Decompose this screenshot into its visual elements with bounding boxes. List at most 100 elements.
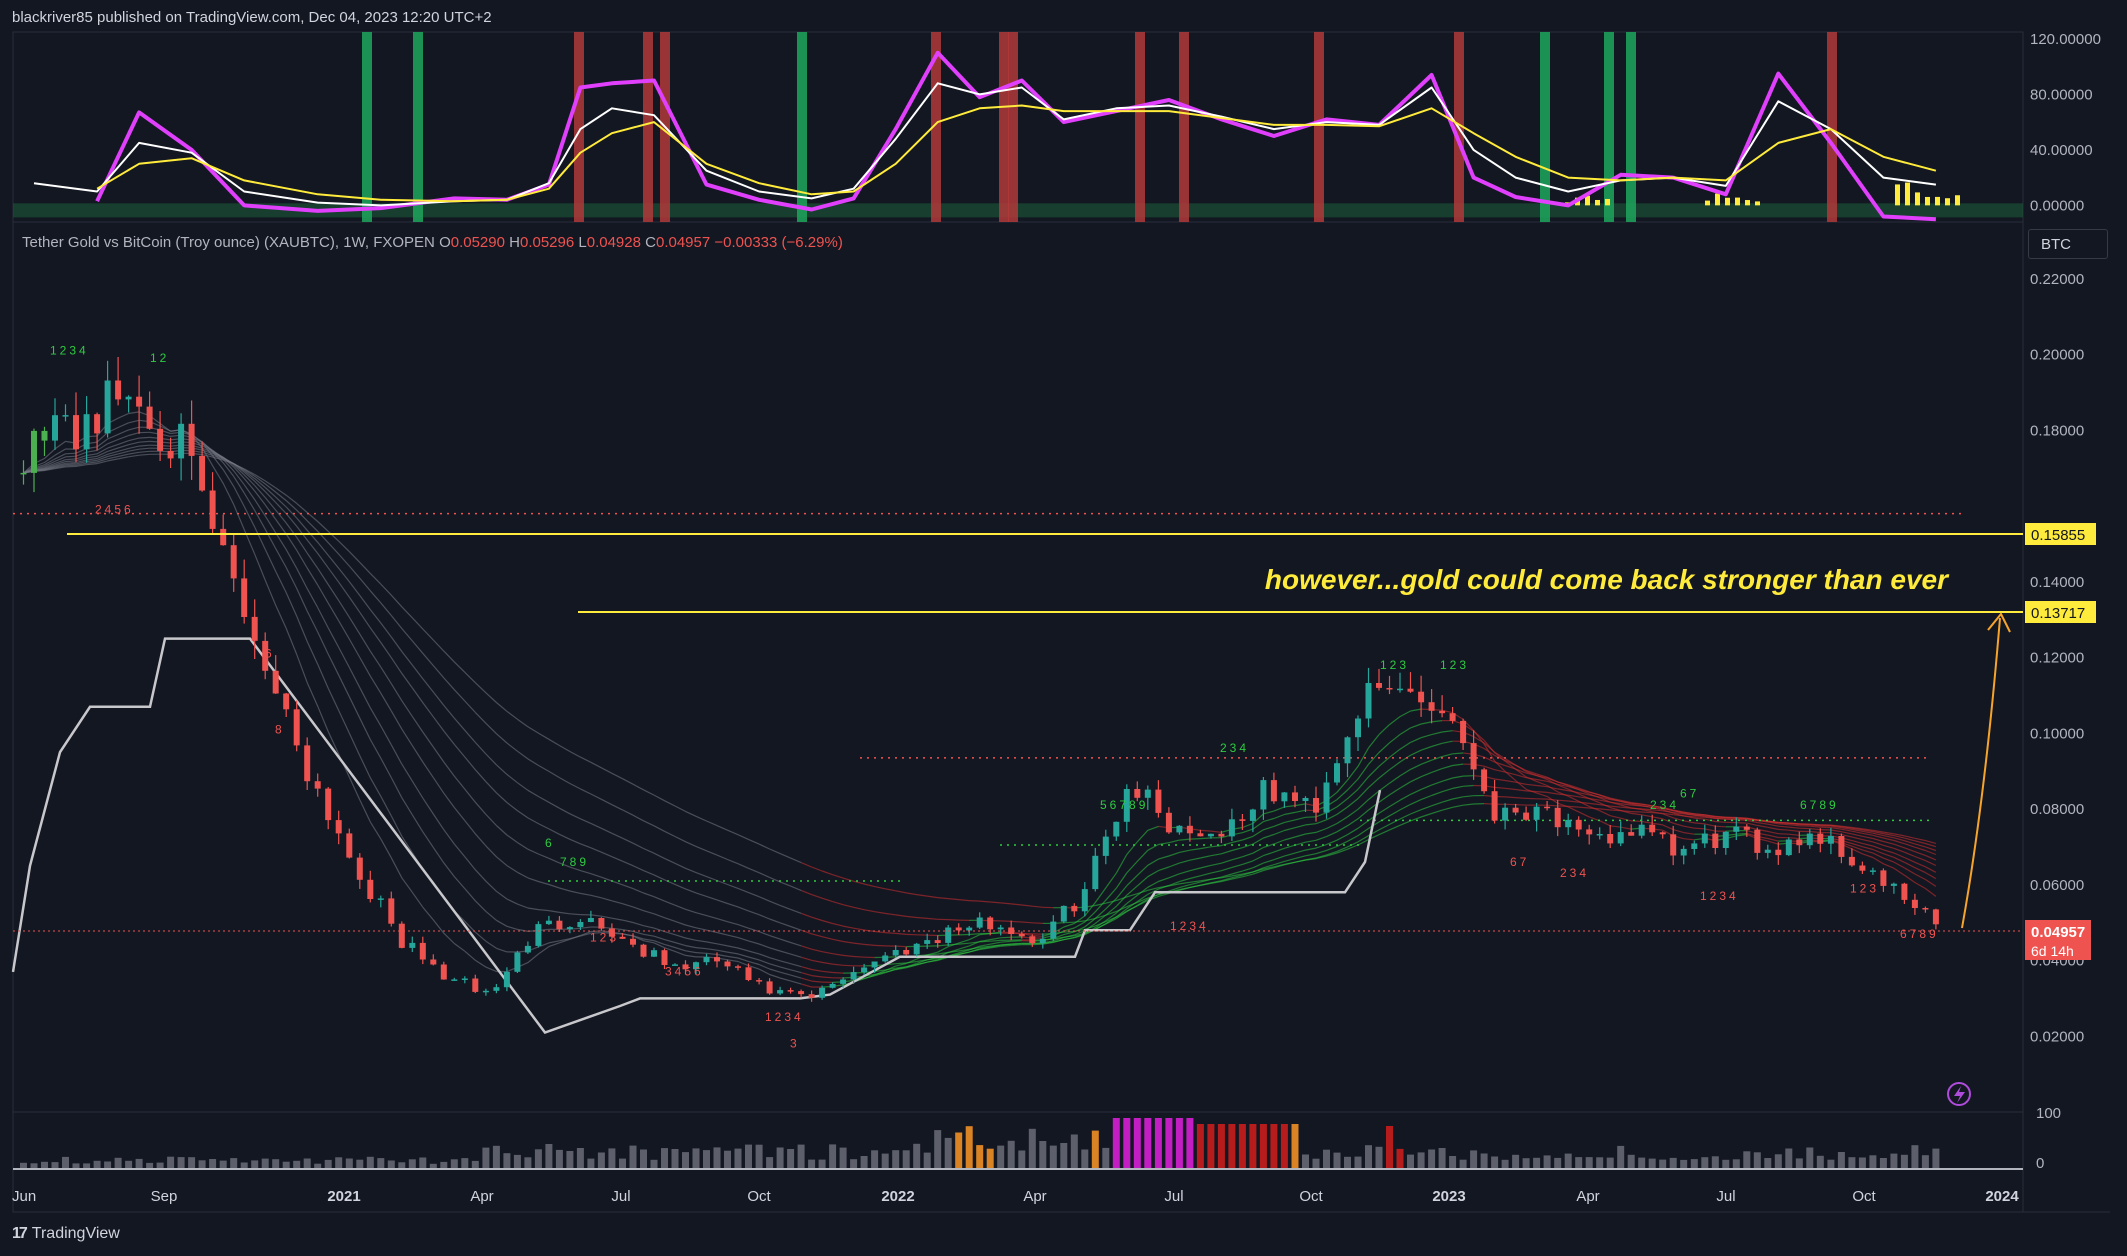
ribbon-segment: [1357, 839, 1369, 846]
ribbon-segment: [285, 506, 298, 519]
ribbon-segment: [1526, 783, 1537, 787]
ribbon-segment: [1263, 817, 1275, 823]
ribbon-segment: [1620, 803, 1632, 806]
ribbon-segment: [222, 462, 235, 477]
ribbon-segment: [1231, 874, 1243, 879]
ribbon-segment: [1252, 846, 1264, 854]
projection-arrow[interactable]: [1961, 612, 2011, 929]
ribbon-segment: [1599, 808, 1611, 811]
ribbon-segment: [65, 464, 77, 467]
ribbon-segment: [695, 872, 707, 878]
candle-body: [1806, 833, 1813, 846]
volume-bar: [1890, 1153, 1898, 1168]
ribbon-segment: [948, 919, 959, 921]
annotation-text[interactable]: however...gold could come back stronger …: [1265, 564, 1950, 595]
ribbon-segment: [348, 551, 361, 563]
ribbon-segment: [327, 554, 340, 569]
ribbon-segment: [1588, 816, 1600, 822]
ribbon-segment: [811, 975, 823, 978]
currency-button[interactable]: BTC: [2028, 229, 2108, 259]
ribbon-segment: [622, 903, 634, 908]
tradingview-logo[interactable]: 17 TradingView: [12, 1225, 120, 1243]
ribbon-segment: [1399, 793, 1411, 801]
ribbon-segment: [569, 866, 581, 872]
volume-bar: [335, 1157, 343, 1168]
volume-bar: [881, 1153, 889, 1168]
ribbon-segment: [569, 913, 581, 916]
candle-body: [167, 450, 174, 459]
ribbon-segment: [1147, 887, 1159, 891]
ribbon-segment: [779, 853, 791, 859]
ribbon-segment: [348, 596, 361, 613]
volume-bar: [230, 1158, 238, 1168]
ribbon-segment: [1389, 716, 1401, 726]
ribbon-segment: [1809, 824, 1821, 827]
sequential-count: 123: [590, 931, 619, 945]
ribbon-segment: [1631, 802, 1642, 805]
candle-body: [892, 950, 899, 956]
ribbon-segment: [1578, 811, 1590, 818]
ribbon-segment: [1326, 822, 1338, 830]
ribbon-segment: [348, 667, 361, 688]
ribbon-segment: [496, 919, 508, 927]
ribbon-segment: [580, 788, 592, 795]
ribbon-segment: [464, 671, 476, 684]
ribbon-segment: [264, 487, 277, 498]
ribbon-segment: [1273, 847, 1285, 853]
ribbon-segment: [632, 906, 644, 912]
ribbon-segment: [65, 458, 77, 461]
ribbon-segment: [338, 600, 350, 618]
ribbon-segment: [706, 948, 718, 951]
ribbon-segment: [800, 972, 812, 977]
ribbon-segment: [1357, 763, 1369, 780]
ribbon-segment: [496, 856, 508, 867]
lightning-icon[interactable]: [1947, 1082, 1971, 1106]
candle-body: [1722, 831, 1729, 848]
ribbon-segment: [495, 825, 508, 836]
ribbon-segment: [1378, 829, 1390, 836]
ribbon-segment: [1189, 838, 1201, 840]
ribbon-segment: [1557, 784, 1569, 790]
ribbon-segment: [1431, 731, 1443, 736]
ribbon-segment: [474, 711, 487, 724]
ribbon-segment: [927, 953, 938, 956]
ribbon-segment: [1862, 842, 1874, 847]
ribbon-segment: [664, 947, 676, 952]
ribbon-segment: [1673, 817, 1684, 822]
ribbon-segment: [1326, 845, 1338, 851]
volume-bar: [776, 1147, 784, 1168]
ribbon-segment: [1021, 921, 1033, 924]
ribbon-segment: [1515, 788, 1527, 792]
ribbon-segment: [590, 894, 602, 899]
ribbon-segment: [695, 892, 707, 897]
candle-body: [419, 942, 426, 960]
candle-body: [293, 709, 300, 746]
ribbon-segment: [1137, 899, 1149, 907]
ribbon-segment: [1589, 791, 1600, 796]
ribbon-segment: [485, 722, 497, 735]
volume-bar: [387, 1160, 395, 1168]
ribbon-segment: [1557, 793, 1569, 796]
sequential-count: 123: [1850, 881, 1879, 895]
ribbon-segment: [117, 429, 129, 435]
ribbon-segment: [1641, 814, 1653, 818]
ribbon-segment: [779, 938, 791, 944]
ribbon-segment: [1284, 836, 1296, 841]
ribbon-segment: [1862, 853, 1874, 859]
sequential-count: 3: [790, 1037, 800, 1051]
ribbon-segment: [643, 925, 655, 929]
ribbon-segment: [1536, 784, 1548, 788]
candle-body: [1827, 836, 1834, 844]
time-axis[interactable]: Jun Sep 2021 Apr Jul Oct 2022 Apr Jul Oct 2023 Apr J…: [12, 1188, 2019, 1205]
volume-bar: [482, 1147, 490, 1168]
volume-bar: [1848, 1157, 1856, 1168]
volume-bar: [366, 1156, 374, 1168]
ribbon-segment: [296, 588, 308, 612]
ribbon-segment: [485, 880, 497, 892]
symbol-name[interactable]: Tether Gold vs BitCoin (Troy ounce) (XAU…: [22, 234, 435, 251]
ribbon-segment: [1399, 781, 1411, 789]
green-signal-bar: [1540, 32, 1550, 222]
ribbon-segment: [1683, 811, 1695, 815]
ribbon-segment: [1525, 769, 1537, 775]
